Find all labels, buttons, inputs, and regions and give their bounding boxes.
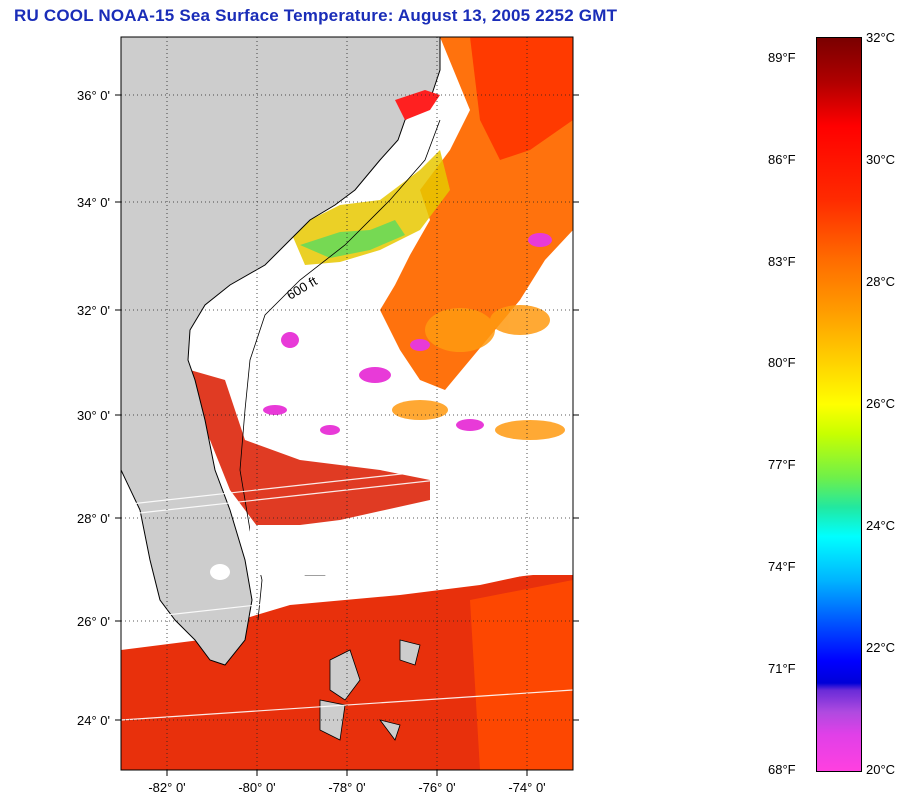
- axis-ticks: [115, 94, 579, 776]
- sst-mid-patches: [392, 305, 565, 440]
- colorbar-c-26: 26°C: [866, 396, 896, 411]
- temperature-colorbar: [816, 37, 862, 772]
- lat-label-26: 26° 0': [77, 614, 110, 629]
- sst-shelf-green-band: [300, 220, 405, 258]
- lon-label-82: -82° 0': [148, 780, 185, 795]
- colorbar-f-86: 86°F: [768, 152, 796, 167]
- lon-label-80: -80° 0': [238, 780, 275, 795]
- lake-okeechobee: [210, 564, 230, 580]
- lon-label-74: -74° 0': [508, 780, 545, 795]
- colorbar-f-74: 74°F: [768, 559, 796, 574]
- lat-label-28: 28° 0': [77, 511, 110, 526]
- sst-florida-current-region: [190, 370, 430, 530]
- lon-label-78: -78° 0': [328, 780, 365, 795]
- lon-label-76: -76° 0': [418, 780, 455, 795]
- lat-label-36: 36° 0': [77, 88, 110, 103]
- lat-label-24: 24° 0': [77, 713, 110, 728]
- sst-ne-hot-band: [470, 37, 573, 160]
- colorbar-f-68: 68°F: [768, 762, 796, 777]
- cloud-gap-band: [250, 525, 573, 575]
- lat-label-30: 30° 0': [77, 408, 110, 423]
- colorbar-c-22: 22°C: [866, 640, 896, 655]
- colorbar-c-30: 30°C: [866, 152, 896, 167]
- colorbar-c-20: 20°C: [866, 762, 896, 777]
- sst-southern-orange: [470, 580, 573, 770]
- colorbar-c-32: 32°C: [866, 30, 896, 45]
- map-title: RU COOL NOAA-15 Sea Surface Temperature:…: [14, 6, 618, 25]
- land-us-southeast: [121, 37, 441, 666]
- pamlico-sound: [395, 90, 440, 120]
- colorbar-f-77: 77°F: [768, 457, 796, 472]
- graticule: [121, 37, 573, 770]
- colorbar-f-89: 89°F: [768, 50, 796, 65]
- colorbar-f-71: 71°F: [768, 661, 796, 676]
- colorbar-f-83: 83°F: [768, 254, 796, 269]
- lat-label-34: 34° 0': [77, 195, 110, 210]
- colorbar-c-24: 24°C: [866, 518, 896, 533]
- lat-label-32: 32° 0': [77, 303, 110, 318]
- colorbar-f-80: 80°F: [768, 355, 796, 370]
- colorbar-c-28: 28°C: [866, 274, 896, 289]
